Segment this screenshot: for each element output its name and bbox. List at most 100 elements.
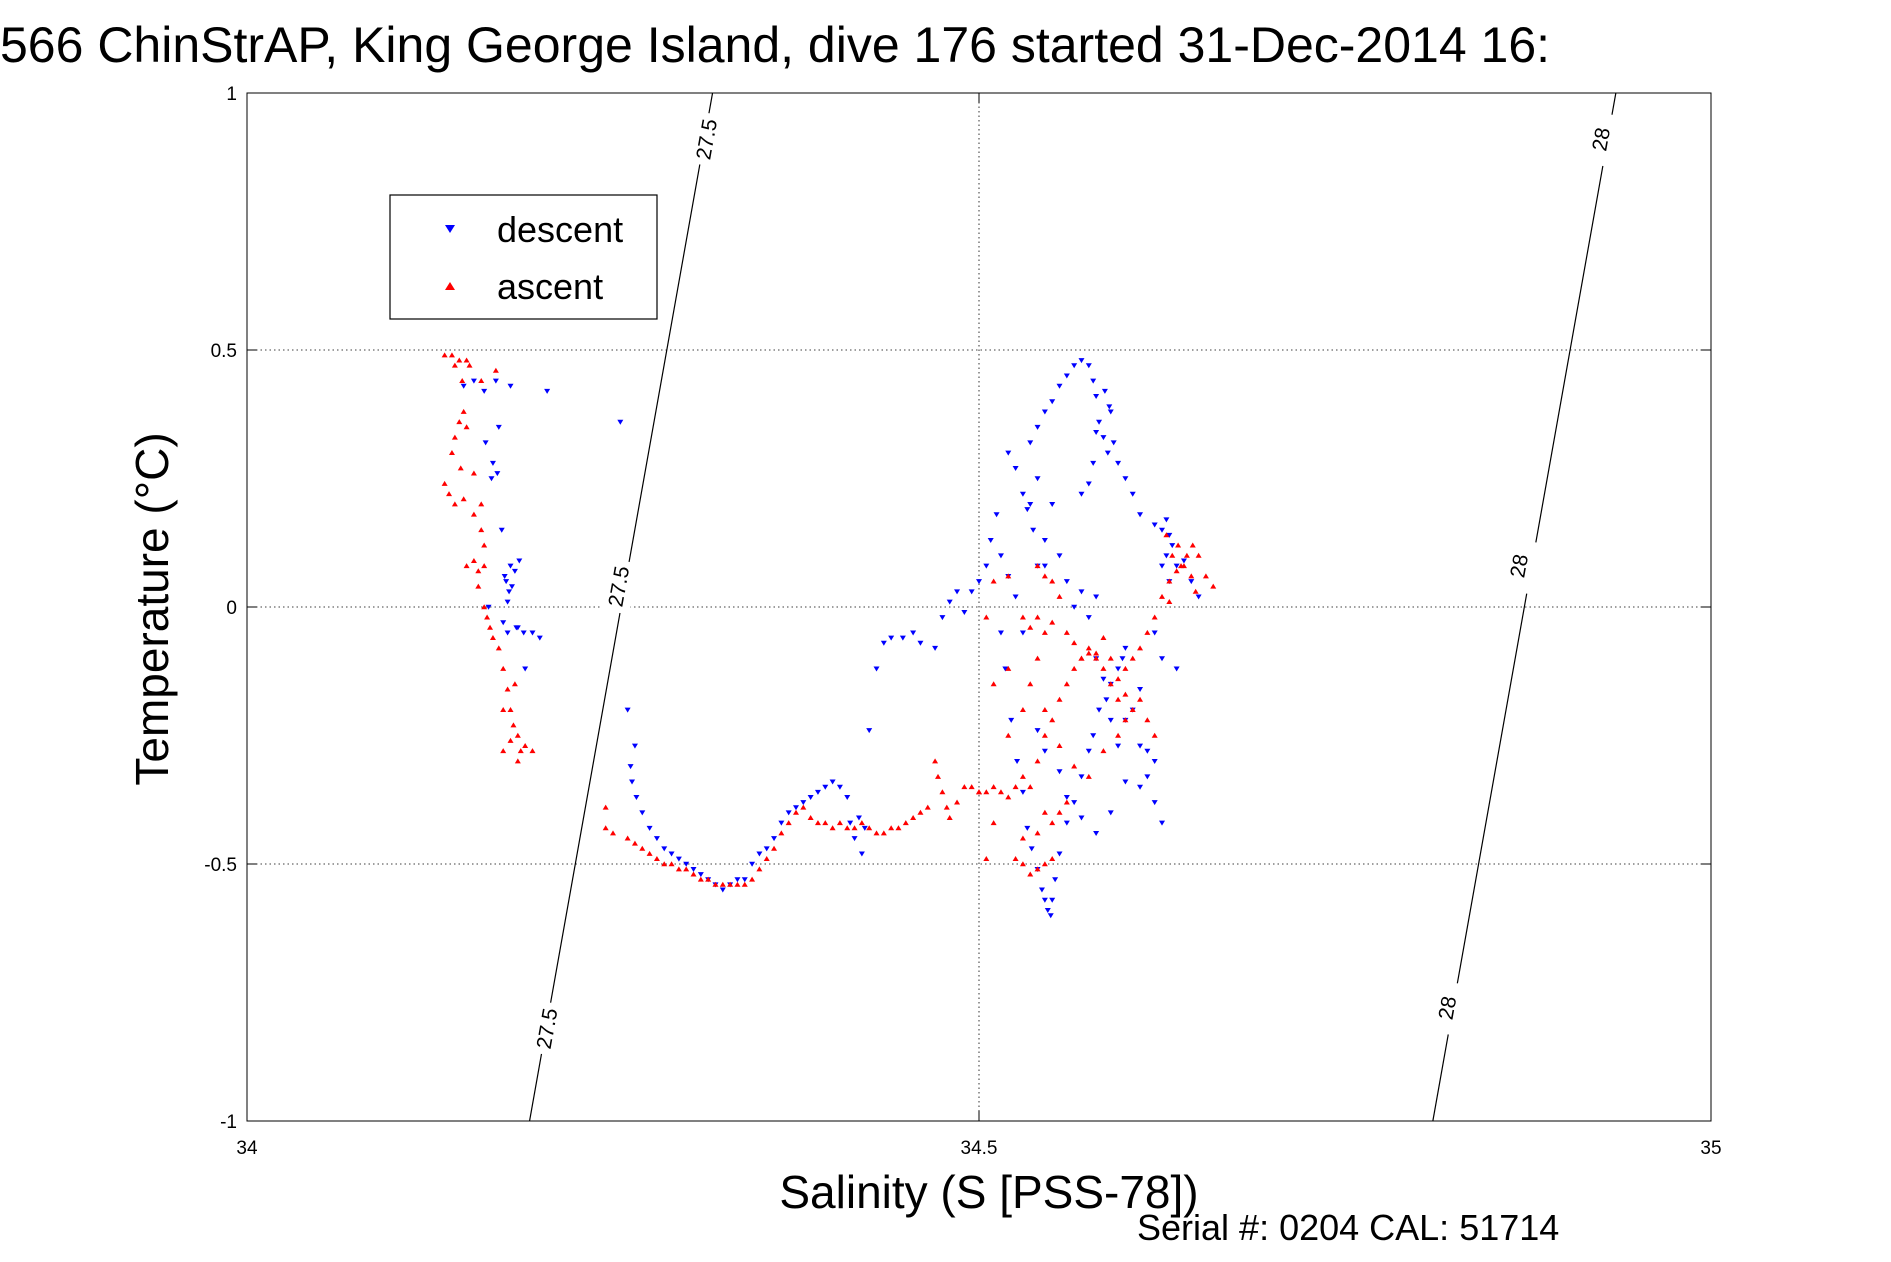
descent-point xyxy=(507,563,514,569)
descent-point xyxy=(1159,656,1165,662)
descent-point xyxy=(1041,537,1048,543)
ascent-point xyxy=(507,737,514,743)
descent-point xyxy=(1107,810,1114,816)
ascent-point xyxy=(968,784,975,790)
ascent-point xyxy=(1178,563,1185,569)
descent-point xyxy=(785,810,792,816)
ascent-point xyxy=(1129,707,1136,712)
ascent-point xyxy=(990,681,997,687)
ascent-point xyxy=(727,881,734,887)
descent-point xyxy=(1103,697,1110,703)
ascent-point xyxy=(976,789,982,795)
descent-point xyxy=(939,615,946,621)
descent-point xyxy=(624,707,631,713)
descent-point xyxy=(1090,733,1097,739)
descent-point xyxy=(1090,460,1097,466)
isopycnal-label: 28 xyxy=(1506,552,1533,579)
ascent-point xyxy=(456,419,463,425)
descent-point xyxy=(1173,563,1180,569)
descent-point xyxy=(508,584,515,590)
ascent-point xyxy=(1202,573,1209,579)
ascent-point xyxy=(888,825,895,831)
descent-point xyxy=(932,645,939,651)
descent-point xyxy=(1044,908,1051,914)
descent-point xyxy=(500,620,507,626)
y-tick-label: -1 xyxy=(220,1112,237,1133)
ascent-point xyxy=(481,563,488,569)
descent-point xyxy=(1019,789,1026,795)
descent-point xyxy=(1107,717,1114,723)
descent-point xyxy=(503,579,510,585)
descent-point xyxy=(482,440,489,446)
descent-point xyxy=(1005,450,1012,456)
descent-point xyxy=(697,872,704,878)
ascent-point xyxy=(935,773,942,779)
descent-point xyxy=(1101,388,1108,394)
ascent-point xyxy=(1027,871,1034,877)
descent-point xyxy=(858,851,865,857)
x-tick-label: 34.5 xyxy=(961,1138,998,1159)
isopycnal-label-background xyxy=(1581,111,1621,168)
descent-point xyxy=(485,604,492,610)
descent-point xyxy=(627,764,634,770)
ascent-point xyxy=(1137,645,1144,651)
y-tick-label: -0.5 xyxy=(204,855,237,876)
descent-point xyxy=(954,589,961,595)
ascent-point xyxy=(1019,773,1026,779)
descent-series xyxy=(460,358,1202,919)
ascent-point xyxy=(1159,593,1165,599)
descent-point xyxy=(646,825,653,831)
descent-point xyxy=(1012,594,1019,600)
ascent-point xyxy=(1163,532,1170,538)
ascent-point xyxy=(1107,655,1114,661)
ascent-point xyxy=(1027,624,1034,630)
ascent-point xyxy=(460,408,467,414)
descent-point xyxy=(1144,774,1151,780)
descent-point xyxy=(1085,481,1092,487)
ascent-point xyxy=(1144,629,1151,635)
chart-title: 566 ChinStrAP, King George Island, dive … xyxy=(0,17,1550,73)
ascent-point xyxy=(807,814,814,820)
descent-point xyxy=(529,630,536,636)
descent-point xyxy=(1063,820,1070,826)
ascent-point xyxy=(1129,655,1136,661)
descent-point xyxy=(1151,522,1158,528)
descent-point xyxy=(629,779,636,785)
ascent-point xyxy=(475,583,482,589)
ascent-point xyxy=(1085,773,1092,779)
ascent-point xyxy=(895,825,902,831)
descent-point xyxy=(1078,815,1085,821)
ascent-point xyxy=(675,866,682,872)
descent-point xyxy=(734,877,741,883)
ascent-point xyxy=(470,470,477,476)
descent-point xyxy=(1027,440,1034,446)
descent-point xyxy=(899,635,906,641)
ascent-point xyxy=(1012,784,1019,790)
ascent-point xyxy=(475,568,482,574)
ascent-point xyxy=(1115,676,1122,682)
descent-point xyxy=(961,609,968,615)
ascent-point xyxy=(504,686,511,692)
ascent-point xyxy=(517,748,524,754)
x-tick-label: 34 xyxy=(236,1138,258,1159)
descent-point xyxy=(1078,774,1085,780)
descent-point xyxy=(494,471,501,477)
descent-point xyxy=(993,512,1000,518)
ascent-point xyxy=(719,881,726,887)
ascent-point xyxy=(910,814,917,820)
descent-point xyxy=(1063,794,1070,800)
ascent-point xyxy=(1107,681,1114,687)
descent-point xyxy=(460,383,467,389)
ascent-point xyxy=(851,825,858,831)
ascent-point xyxy=(1173,568,1180,574)
descent-point xyxy=(873,666,880,672)
ascent-point xyxy=(741,881,748,887)
ascent-point xyxy=(902,820,909,826)
ascent-point xyxy=(785,820,792,826)
legend-ascent-marker xyxy=(445,282,455,290)
ascent-point xyxy=(778,830,785,836)
x-tick-label: 35 xyxy=(1700,1138,1721,1159)
ascent-point xyxy=(1034,614,1041,620)
ascent-point xyxy=(990,578,997,584)
ascent-point xyxy=(514,758,521,764)
